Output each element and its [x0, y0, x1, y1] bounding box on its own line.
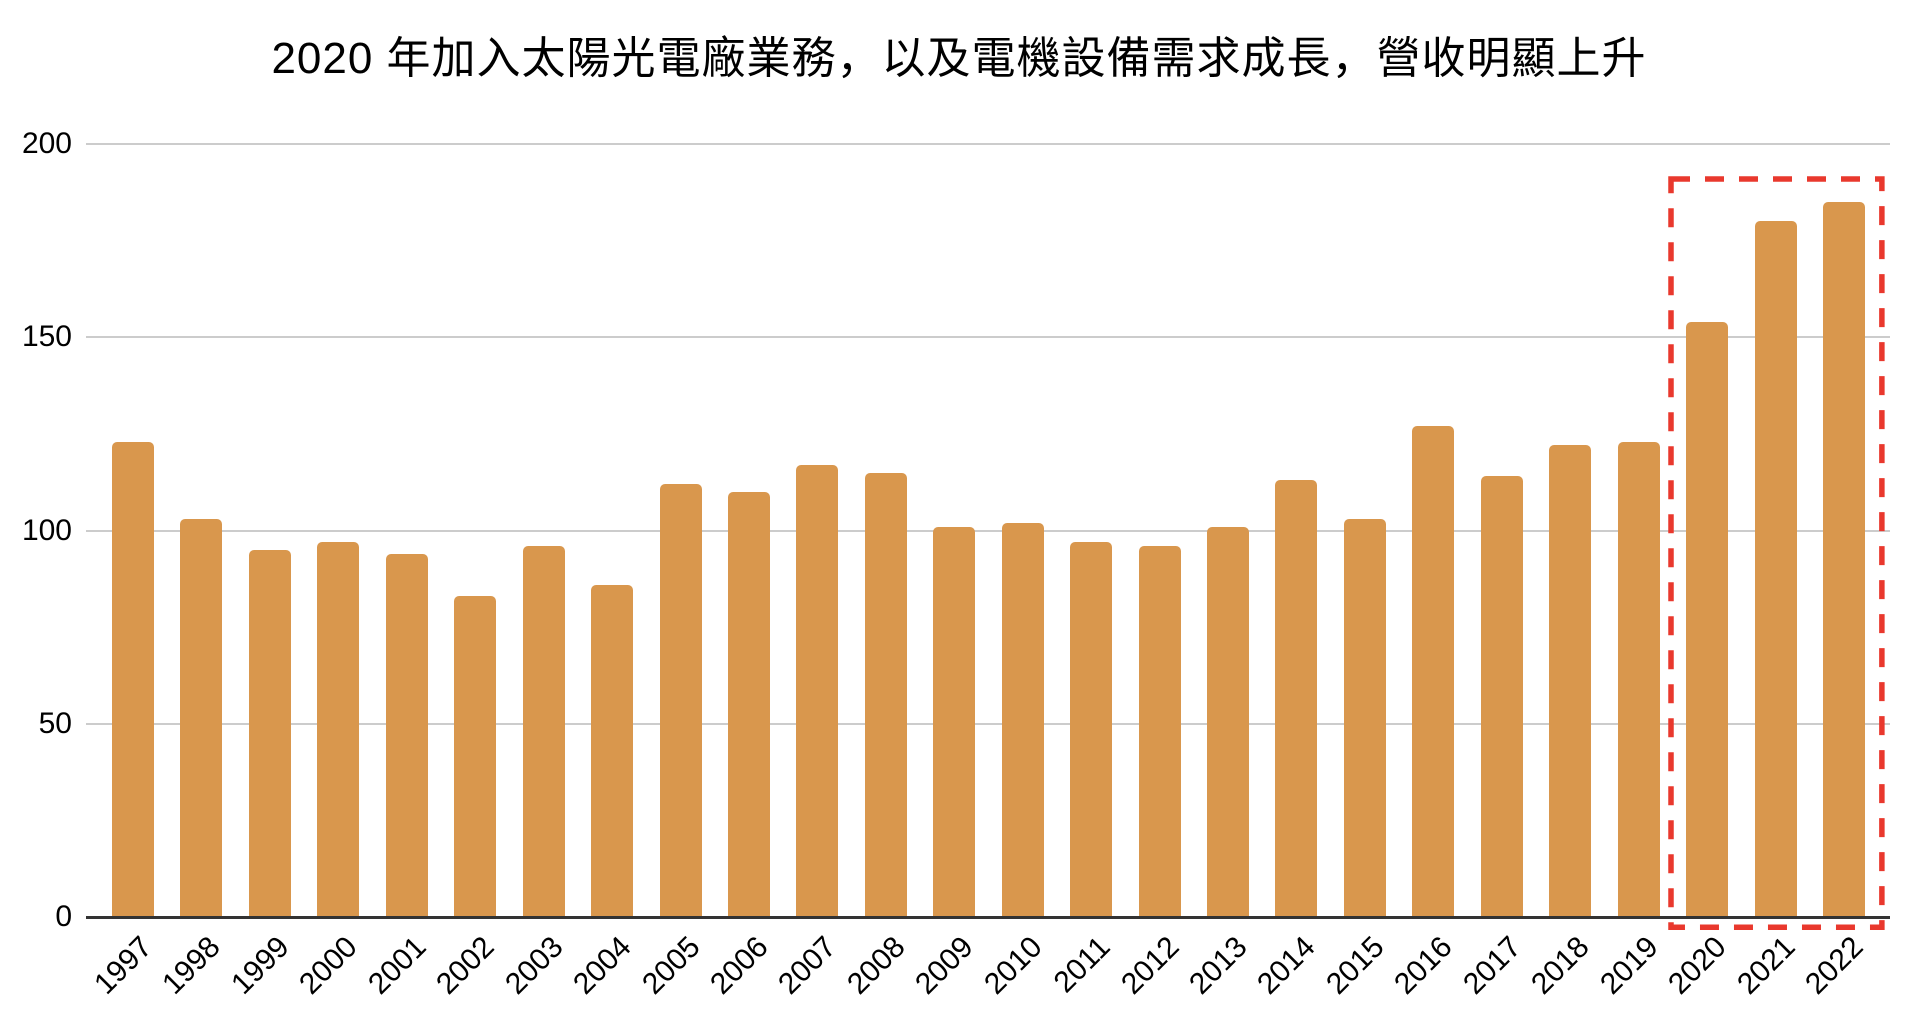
y-tick-label-50: 50: [38, 706, 72, 740]
bar-1999: [248, 549, 291, 917]
gridline-50: [86, 722, 1890, 725]
bar-2010: [1001, 522, 1044, 917]
y-tick-label-100: 100: [21, 513, 72, 547]
bar-2011: [1070, 542, 1113, 917]
y-tick-label-0: 0: [55, 900, 72, 933]
bar-2003: [522, 545, 565, 917]
highlight-dashed-box: [1668, 176, 1885, 930]
y-tick-label-150: 150: [21, 320, 72, 354]
bar-2000: [317, 542, 360, 917]
bar-2012: [1138, 545, 1181, 917]
bar-2016: [1412, 426, 1455, 917]
bar-2001: [385, 553, 428, 917]
bar-2019: [1617, 441, 1660, 917]
bar-2006: [727, 491, 770, 917]
x-axis-line: [86, 916, 1890, 919]
bar-2002: [454, 596, 497, 917]
bar-2005: [659, 484, 702, 917]
bar-2017: [1480, 476, 1523, 917]
gridline-150: [86, 336, 1890, 339]
chart-title: 2020 年加入太陽光電廠業務，以及電機設備需求成長，營收明顯上升: [271, 34, 1647, 83]
bar-2015: [1343, 518, 1386, 917]
gridline-200: [86, 143, 1890, 145]
bar-2021: [1754, 221, 1797, 917]
bar-2004: [591, 584, 634, 917]
bar-2020: [1686, 321, 1729, 917]
bar-2007: [796, 464, 839, 917]
bar-1998: [180, 518, 223, 917]
gridline-100: [86, 529, 1890, 532]
y-tick-label-200: 200: [21, 127, 72, 160]
bar-2022: [1823, 201, 1865, 917]
bar-2013: [1207, 526, 1250, 917]
bar-1997: [112, 441, 154, 917]
bar-2014: [1275, 480, 1318, 917]
bar-2008: [864, 472, 907, 917]
bar-2009: [933, 526, 976, 917]
bar-2018: [1549, 445, 1592, 917]
